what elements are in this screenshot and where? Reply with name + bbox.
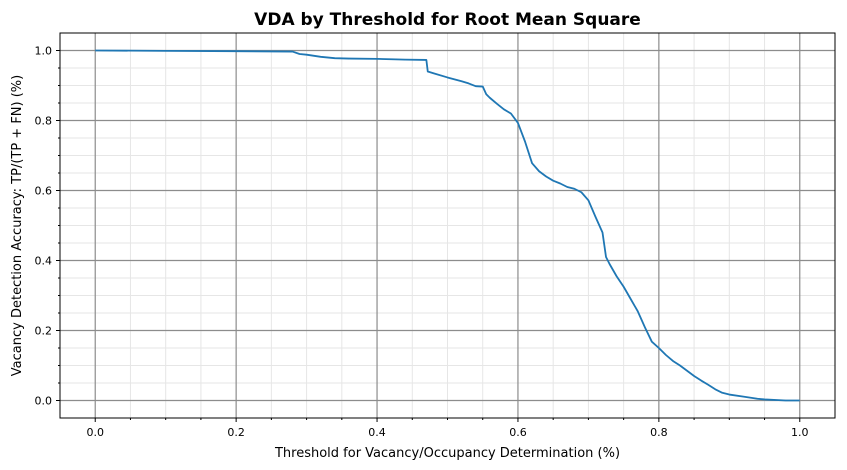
y-tick-label: 0.0 — [35, 395, 53, 408]
series-group — [95, 49, 800, 402]
y-tick-label: 0.2 — [35, 325, 53, 338]
y-tick-label: 1.0 — [35, 45, 53, 58]
x-tick-label: 0.0 — [86, 426, 104, 439]
x-tick-label: 0.8 — [650, 426, 668, 439]
y-tick-label: 0.6 — [35, 185, 53, 198]
x-tick-label: 0.6 — [509, 426, 527, 439]
x-tick-label: 0.2 — [227, 426, 245, 439]
series-line — [95, 49, 800, 402]
chart-title: VDA by Threshold for Root Mean Square — [254, 10, 641, 30]
x-axis-label: Threshold for Vacancy/Occupancy Determin… — [274, 446, 620, 461]
x-tick-label: 0.4 — [368, 426, 386, 439]
y-tick-label: 0.4 — [35, 255, 53, 268]
y-axis-label: Vacancy Detection Accuracy: TP/(TP + FN)… — [10, 75, 25, 376]
ticks: 0.0 0.2 0.4 0.6 0.8 1.0 0.0 0.2 0.4 0.6 0.8 1.0 — [35, 45, 809, 440]
y-tick-label: 0.8 — [35, 115, 53, 128]
x-tick-label: 1.0 — [791, 426, 809, 439]
minor-grid — [60, 33, 835, 418]
